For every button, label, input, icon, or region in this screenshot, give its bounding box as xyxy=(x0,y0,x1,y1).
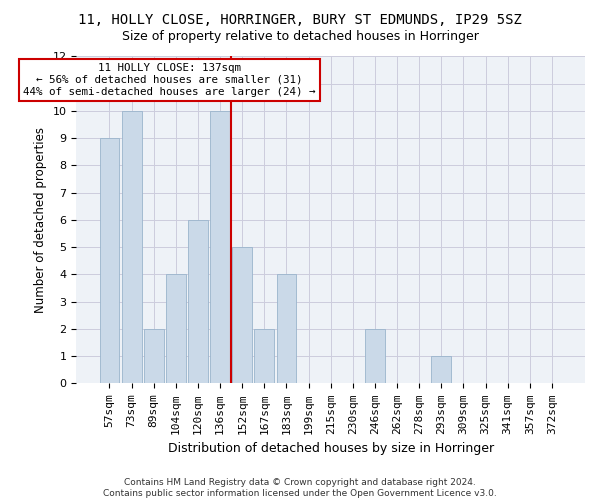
Text: Contains HM Land Registry data © Crown copyright and database right 2024.
Contai: Contains HM Land Registry data © Crown c… xyxy=(103,478,497,498)
X-axis label: Distribution of detached houses by size in Horringer: Distribution of detached houses by size … xyxy=(167,442,494,455)
Bar xyxy=(277,274,296,384)
Bar xyxy=(210,111,230,384)
Bar xyxy=(122,111,142,384)
Bar xyxy=(232,247,252,384)
Bar xyxy=(144,329,164,384)
Text: 11, HOLLY CLOSE, HORRINGER, BURY ST EDMUNDS, IP29 5SZ: 11, HOLLY CLOSE, HORRINGER, BURY ST EDMU… xyxy=(78,12,522,26)
Bar xyxy=(254,329,274,384)
Bar xyxy=(188,220,208,384)
Text: 11 HOLLY CLOSE: 137sqm
← 56% of detached houses are smaller (31)
44% of semi-det: 11 HOLLY CLOSE: 137sqm ← 56% of detached… xyxy=(23,64,316,96)
Text: Size of property relative to detached houses in Horringer: Size of property relative to detached ho… xyxy=(122,30,478,43)
Bar xyxy=(431,356,451,384)
Bar xyxy=(365,329,385,384)
Y-axis label: Number of detached properties: Number of detached properties xyxy=(34,127,47,313)
Bar xyxy=(100,138,119,384)
Bar xyxy=(166,274,186,384)
